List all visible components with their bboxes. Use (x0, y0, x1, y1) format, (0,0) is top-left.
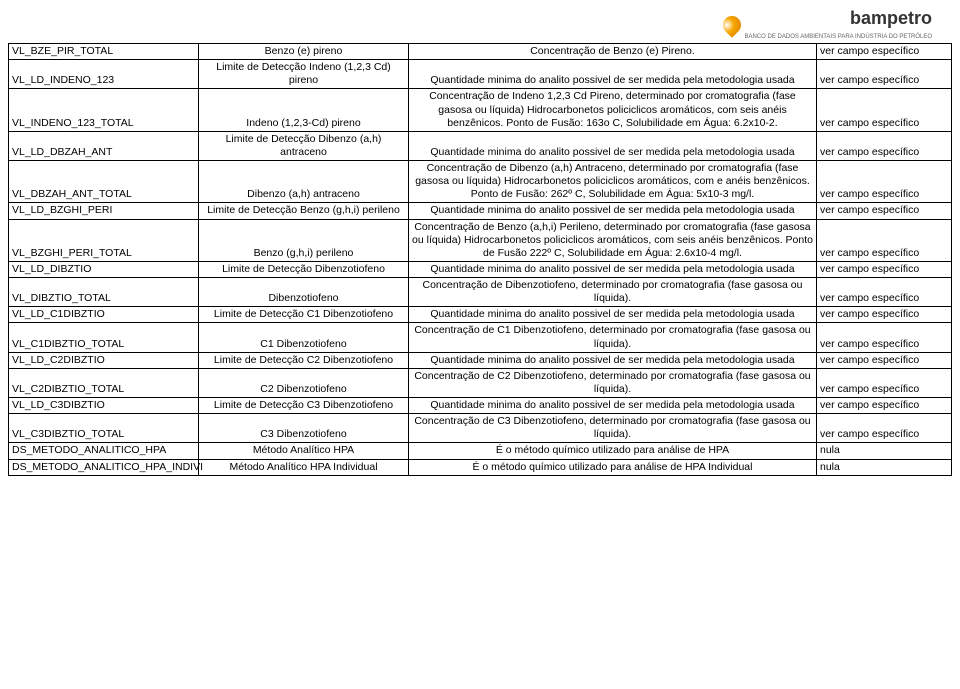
cell-c4: ver campo específico (817, 89, 952, 131)
cell-c4: ver campo específico (817, 307, 952, 323)
cell-c4: ver campo específico (817, 398, 952, 414)
cell-c2: Benzo (g,h,i) perileno (199, 219, 409, 261)
table-row: VL_LD_C2DIBZTIOLimite de Detecção C2 Dib… (9, 352, 952, 368)
cell-c3: É o método químico utilizado para anális… (409, 459, 817, 475)
cell-c2: Método Analítico HPA Individual (199, 459, 409, 475)
cell-c1: VL_LD_BZGHI_PERI (9, 203, 199, 219)
table-row: VL_DIBZTIO_TOTALDibenzotiofenoConcentraç… (9, 278, 952, 307)
cell-c2: C1 Dibenzotiofeno (199, 323, 409, 352)
cell-c1: VL_C2DIBZTIO_TOTAL (9, 368, 199, 397)
cell-c4: nula (817, 459, 952, 475)
logo: bampetro BANCO DE DADOS AMBIENTAIS PARA … (723, 8, 932, 41)
cell-c3: Quantidade minima do analito possivel de… (409, 131, 817, 160)
logo-drop-icon (719, 12, 744, 37)
cell-c4: ver campo específico (817, 44, 952, 60)
logo-subtitle: BANCO DE DADOS AMBIENTAIS PARA INDÚSTRIA… (745, 34, 932, 40)
cell-c1: VL_LD_C2DIBZTIO (9, 352, 199, 368)
cell-c3: Concentração de Benzo (e) Pireno. (409, 44, 817, 60)
table-row: VL_LD_BZGHI_PERILimite de Detecção Benzo… (9, 203, 952, 219)
cell-c2: Dibenzo (a,h) antraceno (199, 161, 409, 203)
cell-c4: ver campo específico (817, 352, 952, 368)
cell-c4: ver campo específico (817, 161, 952, 203)
cell-c4: ver campo específico (817, 60, 952, 89)
logo-text-wrap: bampetro BANCO DE DADOS AMBIENTAIS PARA … (745, 8, 932, 41)
cell-c3: Concentração de C2 Dibenzotiofeno, deter… (409, 368, 817, 397)
cell-c3: Concentração de Dibenzo (a,h) Antraceno,… (409, 161, 817, 203)
cell-c3: Concentração de C3 Dibenzotiofeno, deter… (409, 414, 817, 443)
table-row: VL_BZGHI_PERI_TOTALBenzo (g,h,i) perilen… (9, 219, 952, 261)
table-row: VL_LD_C3DIBZTIOLimite de Detecção C3 Dib… (9, 398, 952, 414)
cell-c4: ver campo específico (817, 261, 952, 277)
cell-c1: VL_INDENO_123_TOTAL (9, 89, 199, 131)
table-row: DS_METODO_ANALITICO_HPAMétodo Analítico … (9, 443, 952, 459)
table-row: VL_LD_DIBZTIOLimite de Detecção Dibenzot… (9, 261, 952, 277)
cell-c1: VL_C1DIBZTIO_TOTAL (9, 323, 199, 352)
cell-c3: Quantidade minima do analito possivel de… (409, 261, 817, 277)
cell-c2: Limite de Detecção C3 Dibenzotiofeno (199, 398, 409, 414)
logo-brand: bampetro (850, 8, 932, 28)
cell-c3: Quantidade minima do analito possivel de… (409, 352, 817, 368)
cell-c3: É o método químico utilizado para anális… (409, 443, 817, 459)
cell-c1: VL_LD_C1DIBZTIO (9, 307, 199, 323)
cell-c2: Dibenzotiofeno (199, 278, 409, 307)
cell-c4: ver campo específico (817, 414, 952, 443)
cell-c2: Benzo (e) pireno (199, 44, 409, 60)
cell-c2: Limite de Detecção C1 Dibenzotiofeno (199, 307, 409, 323)
table-row: VL_C3DIBZTIO_TOTALC3 DibenzotiofenoConce… (9, 414, 952, 443)
table-row: VL_BZE_PIR_TOTALBenzo (e) pirenoConcentr… (9, 44, 952, 60)
data-table: VL_BZE_PIR_TOTALBenzo (e) pirenoConcentr… (8, 43, 952, 476)
cell-c1: VL_LD_INDENO_123 (9, 60, 199, 89)
cell-c4: ver campo específico (817, 323, 952, 352)
table-row: DS_METODO_ANALITICO_HPA_INDIVIMétodo Ana… (9, 459, 952, 475)
table-row: VL_C1DIBZTIO_TOTALC1 DibenzotiofenoConce… (9, 323, 952, 352)
cell-c1: VL_C3DIBZTIO_TOTAL (9, 414, 199, 443)
cell-c3: Concentração de C1 Dibenzotiofeno, deter… (409, 323, 817, 352)
cell-c2: Limite de Detecção Benzo (g,h,i) perilen… (199, 203, 409, 219)
cell-c1: DS_METODO_ANALITICO_HPA_INDIVI (9, 459, 199, 475)
cell-c4: ver campo específico (817, 219, 952, 261)
table-row: VL_LD_C1DIBZTIOLimite de Detecção C1 Dib… (9, 307, 952, 323)
cell-c3: Quantidade minima do analito possivel de… (409, 307, 817, 323)
cell-c1: VL_LD_DIBZTIO (9, 261, 199, 277)
cell-c2: Limite de Detecção Dibenzo (a,h) antrace… (199, 131, 409, 160)
cell-c1: VL_BZGHI_PERI_TOTAL (9, 219, 199, 261)
cell-c3: Concentração de Dibenzotiofeno, determin… (409, 278, 817, 307)
table-row: VL_LD_DBZAH_ANTLimite de Detecção Dibenz… (9, 131, 952, 160)
cell-c2: Limite de Detecção Indeno (1,2,3 Cd) pir… (199, 60, 409, 89)
table-row: VL_C2DIBZTIO_TOTALC2 DibenzotiofenoConce… (9, 368, 952, 397)
cell-c1: VL_DBZAH_ANT_TOTAL (9, 161, 199, 203)
cell-c4: ver campo específico (817, 131, 952, 160)
cell-c4: nula (817, 443, 952, 459)
cell-c4: ver campo específico (817, 278, 952, 307)
cell-c2: Limite de Detecção C2 Dibenzotiofeno (199, 352, 409, 368)
page-header: bampetro BANCO DE DADOS AMBIENTAIS PARA … (8, 8, 952, 41)
cell-c3: Quantidade minima do analito possivel de… (409, 60, 817, 89)
cell-c2: C2 Dibenzotiofeno (199, 368, 409, 397)
cell-c2: C3 Dibenzotiofeno (199, 414, 409, 443)
cell-c4: ver campo específico (817, 368, 952, 397)
cell-c3: Quantidade minima do analito possivel de… (409, 203, 817, 219)
cell-c1: VL_DIBZTIO_TOTAL (9, 278, 199, 307)
cell-c1: VL_LD_DBZAH_ANT (9, 131, 199, 160)
cell-c3: Quantidade minima do analito possivel de… (409, 398, 817, 414)
cell-c1: VL_LD_C3DIBZTIO (9, 398, 199, 414)
cell-c2: Indeno (1,2,3-Cd) pireno (199, 89, 409, 131)
cell-c2: Limite de Detecção Dibenzotiofeno (199, 261, 409, 277)
cell-c2: Método Analítico HPA (199, 443, 409, 459)
cell-c3: Concentração de Benzo (a,h,i) Perileno, … (409, 219, 817, 261)
cell-c3: Concentração de Indeno 1,2,3 Cd Pireno, … (409, 89, 817, 131)
cell-c1: DS_METODO_ANALITICO_HPA (9, 443, 199, 459)
table-row: VL_INDENO_123_TOTALIndeno (1,2,3-Cd) pir… (9, 89, 952, 131)
cell-c4: ver campo específico (817, 203, 952, 219)
table-row: VL_DBZAH_ANT_TOTALDibenzo (a,h) antracen… (9, 161, 952, 203)
table-row: VL_LD_INDENO_123Limite de Detecção Inden… (9, 60, 952, 89)
cell-c1: VL_BZE_PIR_TOTAL (9, 44, 199, 60)
